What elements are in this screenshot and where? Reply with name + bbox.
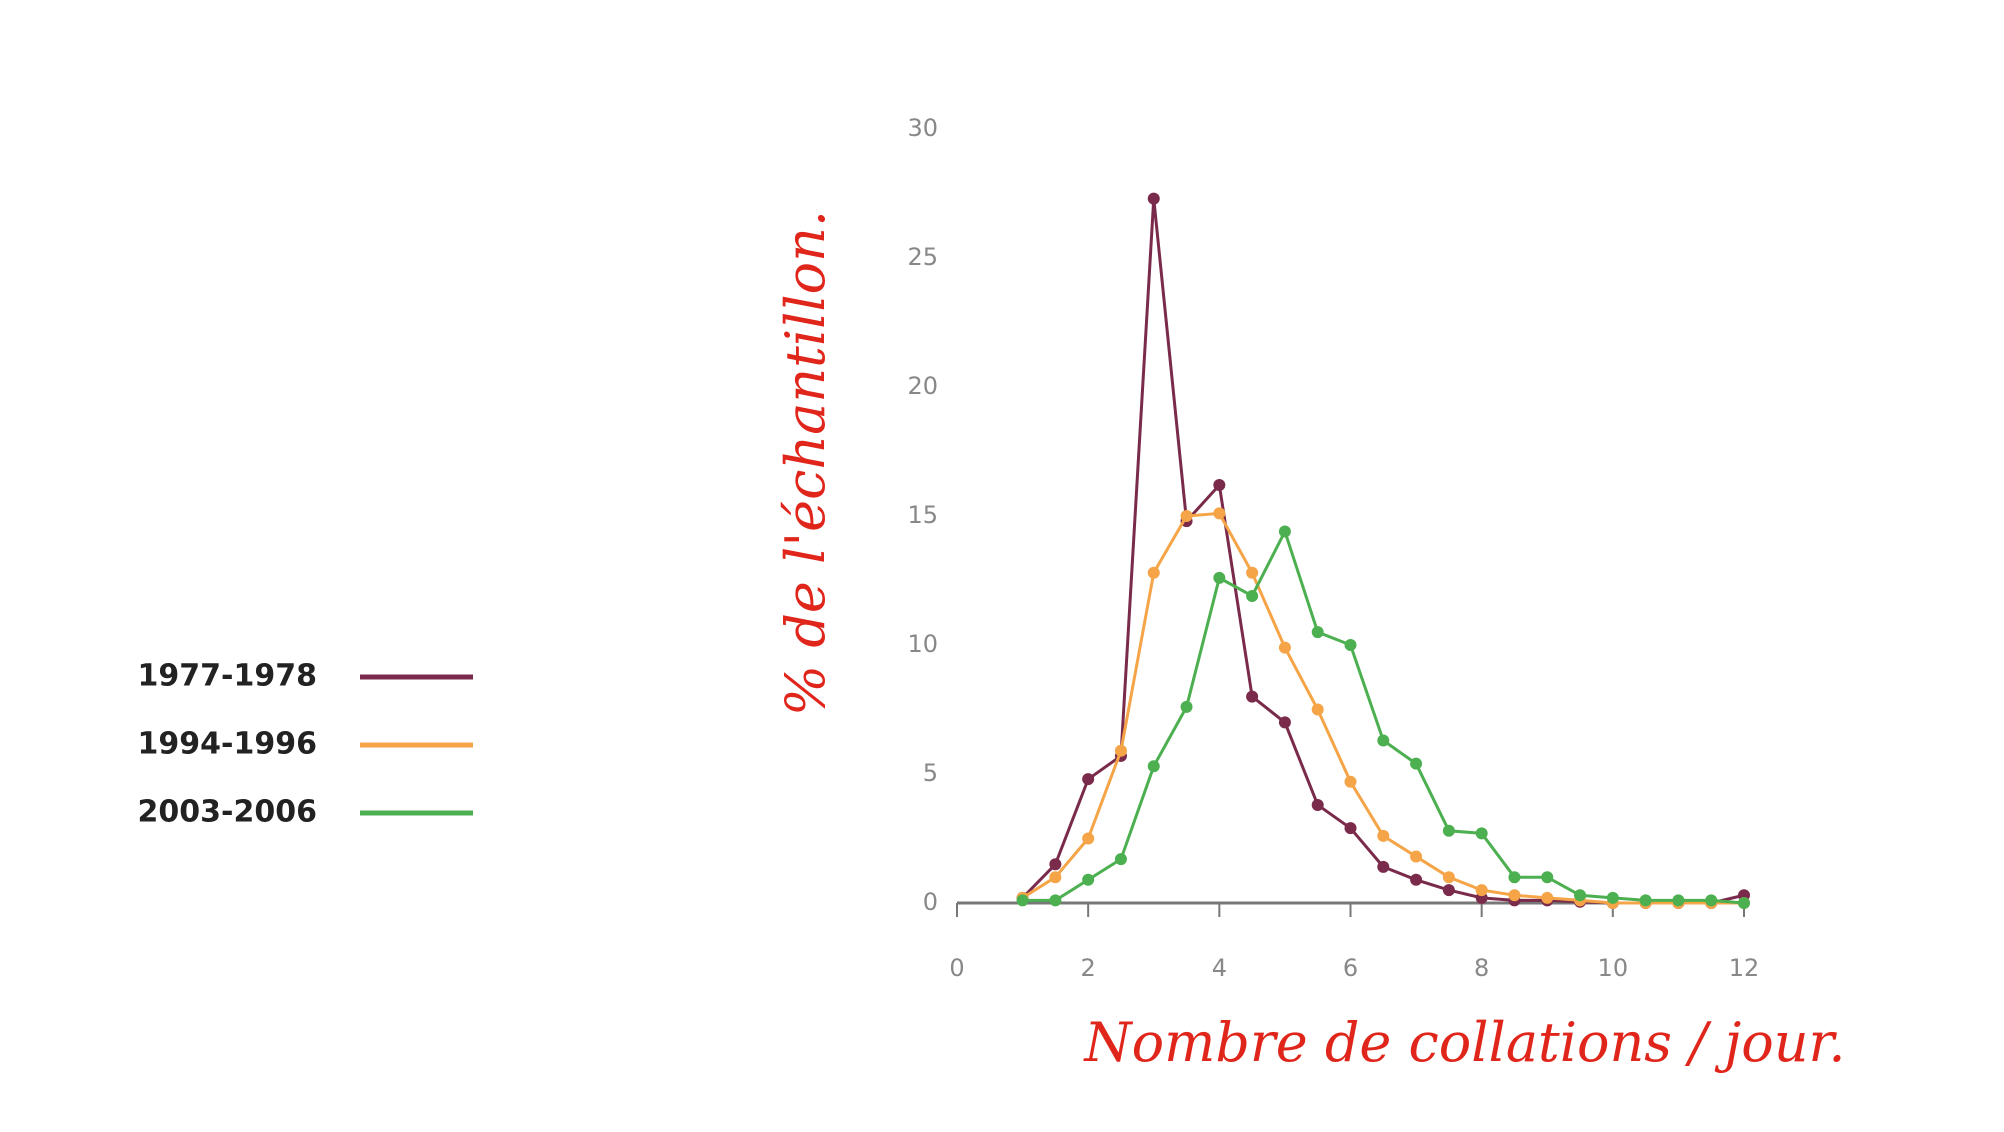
data-point xyxy=(1246,589,1259,602)
data-point xyxy=(1442,884,1455,897)
data-point xyxy=(1508,889,1521,902)
data-point xyxy=(1278,716,1291,729)
data-point xyxy=(1377,860,1390,873)
data-point xyxy=(1672,894,1685,907)
legend-label: 2003-2006 xyxy=(138,795,317,830)
data-point xyxy=(1344,822,1357,835)
y-tick-label: 25 xyxy=(907,243,938,271)
y-tick-label: 30 xyxy=(907,114,938,142)
data-point xyxy=(1147,566,1160,579)
data-point xyxy=(1738,897,1750,909)
data-point xyxy=(1049,894,1062,907)
x-axis-title: Nombre de collations / jour. xyxy=(1082,1011,1845,1074)
data-point xyxy=(1442,824,1455,837)
data-point xyxy=(1475,827,1488,840)
data-point xyxy=(1377,734,1390,747)
x-tick-label: 2 xyxy=(1081,954,1096,982)
data-point xyxy=(1410,873,1423,886)
x-tick-label: 12 xyxy=(1729,954,1760,982)
data-point xyxy=(1278,525,1291,538)
data-point xyxy=(1377,829,1390,842)
data-point xyxy=(1213,479,1226,492)
data-point xyxy=(1606,891,1619,904)
y-tick-label: 20 xyxy=(907,372,938,400)
y-tick-label: 5 xyxy=(923,759,938,787)
x-tick-label: 10 xyxy=(1598,954,1629,982)
data-point xyxy=(1410,757,1423,770)
data-point xyxy=(1114,744,1127,757)
x-tick-label: 8 xyxy=(1474,954,1489,982)
data-point xyxy=(1508,871,1521,884)
y-axis-title: % de l'échantillon. xyxy=(774,210,837,716)
data-point xyxy=(1541,871,1554,884)
data-point xyxy=(1049,858,1062,871)
data-point xyxy=(1475,884,1488,897)
data-point xyxy=(1246,566,1259,579)
legend-label: 1994-1996 xyxy=(138,727,317,762)
y-tick-label: 0 xyxy=(923,888,938,916)
series-line xyxy=(1021,198,1745,905)
data-point xyxy=(1311,626,1324,639)
data-point xyxy=(1344,775,1357,788)
data-point xyxy=(1082,873,1095,886)
y-tick-label: 15 xyxy=(907,501,938,529)
data-point xyxy=(1311,703,1324,716)
data-point xyxy=(1705,894,1718,907)
data-point xyxy=(1180,510,1193,522)
data-point xyxy=(1574,889,1587,902)
data-point xyxy=(1278,641,1291,654)
x-tick-label: 4 xyxy=(1212,954,1227,982)
data-point xyxy=(1541,891,1554,904)
data-point xyxy=(1049,871,1062,884)
data-point xyxy=(1147,192,1160,205)
data-point xyxy=(1180,700,1193,713)
data-point xyxy=(1213,507,1226,520)
data-point xyxy=(1147,760,1160,773)
data-point xyxy=(1410,850,1423,863)
data-point xyxy=(1082,773,1095,786)
y-tick-label: 10 xyxy=(907,630,938,658)
x-tick-label: 0 xyxy=(949,954,964,982)
data-point xyxy=(1246,690,1259,703)
legend-label: 1977-1978 xyxy=(138,659,317,694)
data-point xyxy=(1311,798,1324,811)
data-point xyxy=(1344,639,1357,651)
data-point xyxy=(1639,894,1652,907)
data-point xyxy=(1213,571,1226,584)
x-tick-label: 6 xyxy=(1343,954,1358,982)
data-point xyxy=(1082,832,1095,845)
data-point xyxy=(1016,894,1029,907)
data-point xyxy=(1114,853,1127,866)
data-point xyxy=(1442,871,1455,884)
